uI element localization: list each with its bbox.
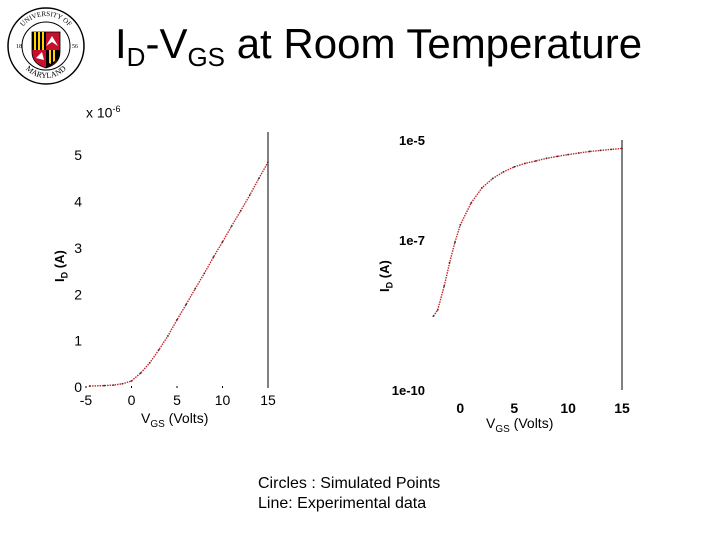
- left-chart-series-line: [89, 161, 269, 387]
- right-chart-data-point: [588, 150, 591, 153]
- left-chart-x-tick-label: 15: [260, 392, 276, 408]
- right-chart-data-point: [513, 165, 516, 168]
- left-chart-data-point: [239, 209, 242, 212]
- left-chart-data-point: [167, 335, 169, 337]
- right-chart-data-point: [610, 148, 613, 151]
- right-chart-x-tick-label: 15: [614, 400, 630, 416]
- left-chart-y-axis-label: ID (A): [52, 250, 70, 282]
- right-chart-data-point: [599, 149, 602, 152]
- legend-caption: Circles : Simulated Points Line: Experim…: [258, 474, 440, 514]
- left-chart-data-point: [248, 194, 251, 196]
- left-chart-y-tick-label: 1: [74, 333, 82, 349]
- right-chart-data-point: [567, 153, 570, 156]
- caption-simulated: Circles : Simulated Points: [258, 475, 441, 492]
- right-chart-y-tick-label: 1e-7: [399, 233, 425, 248]
- left-chart-data-point: [130, 380, 133, 382]
- left-chart-data-point: [121, 382, 124, 385]
- seal-year-right: 56: [72, 44, 78, 50]
- left-chart-data-point: [258, 177, 260, 180]
- right-chart-data-point: [534, 160, 537, 162]
- left-chart-data-point: [230, 225, 233, 228]
- left-chart-x-tick-label: 10: [215, 392, 231, 408]
- right-chart-x-tick-label: 5: [510, 400, 518, 416]
- right-chart-x-axis-label: VGS (Volts): [486, 415, 554, 435]
- left-chart-data-point: [88, 385, 91, 387]
- right-chart-data-point: [448, 261, 451, 264]
- left-chart-data-point: [157, 349, 160, 351]
- left-chart-data-point: [185, 303, 188, 306]
- left-chart-data-point: [267, 161, 269, 164]
- right-chart-data-point: [502, 171, 505, 173]
- right-chart-data-point: [621, 147, 623, 150]
- seal-year-left: 18: [16, 44, 22, 50]
- right-chart-data-point: [524, 162, 526, 165]
- right-chart-data-point: [470, 202, 473, 204]
- left-chart-x-tick-label: -5: [80, 392, 93, 408]
- left-chart-x-tick-label: 5: [173, 392, 181, 408]
- left-chart-data-point: [194, 287, 197, 290]
- left-chart-x-axis-label: VGS (Volts): [141, 410, 209, 430]
- right-chart-data-point: [454, 241, 456, 244]
- right-chart-data-point: [480, 187, 483, 189]
- right-chart-data-point: [577, 152, 580, 154]
- right-chart-y-axis-label: ID (A): [377, 260, 395, 292]
- maryland-flag-shield: [31, 31, 61, 69]
- left-chart-data-point: [148, 361, 151, 364]
- left-chart-data-point: [176, 318, 178, 321]
- left-chart-data-point: [212, 256, 215, 259]
- right-chart-data-point: [459, 224, 462, 226]
- slide-title: ID-VGS at Room Temperature: [115, 20, 643, 72]
- university-seal-logo: 18 56 UNIVERSITY OF MARYLAND: [7, 7, 85, 85]
- left-chart-y-tick-label: 2: [74, 286, 82, 302]
- right-chart-data-point: [432, 315, 435, 318]
- left-chart-y-tick-label: 3: [74, 240, 82, 256]
- left-chart-y-tick-label: 5: [74, 147, 82, 163]
- right-chart-data-point: [491, 177, 494, 180]
- left-chart-data-point: [221, 240, 224, 243]
- left-chart-y-multiplier: x 10-6: [86, 104, 121, 121]
- right-chart-x-tick-label: 10: [560, 400, 576, 416]
- right-chart-data-point: [443, 285, 446, 287]
- caption-experimental: Line: Experimental data: [258, 495, 427, 512]
- left-chart-x-tick-label: 0: [128, 392, 136, 408]
- left-chart-data-point: [139, 372, 142, 374]
- right-chart-data-point: [545, 157, 548, 160]
- right-chart-y-tick-label: 1e-10: [392, 383, 425, 398]
- left-chart-y-tick-label: 0: [74, 379, 82, 395]
- right-chart-y-tick-label: 1e-5: [399, 133, 425, 148]
- right-chart-data-point: [436, 308, 439, 311]
- right-chart-series-line: [432, 147, 623, 317]
- left-chart-data-point: [203, 272, 206, 275]
- right-chart-data-point: [556, 155, 559, 158]
- left-chart-y-tick-label: 4: [74, 194, 82, 210]
- left-chart-data-point: [112, 384, 115, 387]
- left-chart-data-point: [103, 384, 106, 387]
- right-chart-x-tick-label: 0: [456, 400, 464, 416]
